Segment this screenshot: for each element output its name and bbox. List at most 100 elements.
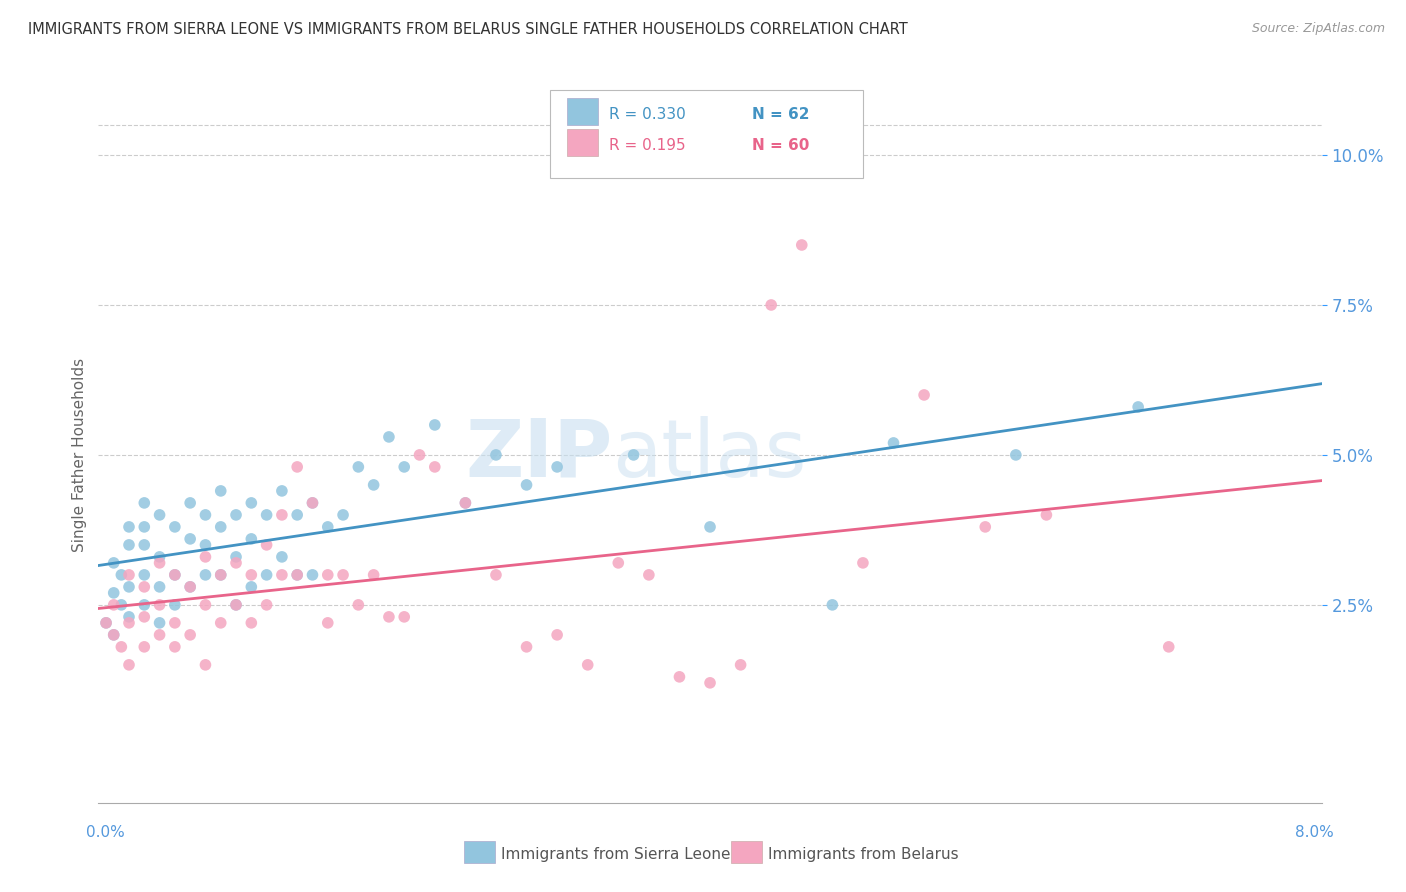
Text: ZIP: ZIP [465,416,612,494]
Point [118,615,141,630]
Point [316,520,339,534]
Point [301,496,323,510]
Point [883,436,905,450]
Point [256,538,278,552]
Point [285,567,308,582]
Point [118,567,141,582]
Point [1035,508,1057,522]
Point [225,598,247,612]
Point [730,657,752,672]
Point [363,567,385,582]
Point [637,567,661,582]
Point [179,628,201,642]
Point [209,520,232,534]
Point [408,448,430,462]
Point [759,298,782,312]
Point [240,615,263,630]
Point [149,508,172,522]
Point [485,448,508,462]
Text: N = 62: N = 62 [752,107,810,122]
Point [576,657,599,672]
Point [546,628,568,642]
Point [209,567,232,582]
Point [821,598,844,612]
Point [194,657,217,672]
Point [623,448,645,462]
Point [225,598,247,612]
Point [149,580,172,594]
Point [423,459,446,474]
Point [1004,448,1026,462]
Point [110,567,132,582]
Point [194,508,217,522]
Point [194,598,217,612]
Y-axis label: Single Father Households: Single Father Households [72,358,87,552]
Point [240,532,263,546]
Point [149,549,172,564]
Point [1128,400,1150,414]
Point [179,532,201,546]
Point [285,567,308,582]
Point [270,508,294,522]
Point [699,520,721,534]
Point [110,640,132,654]
Point [118,610,141,624]
Point [134,580,156,594]
Point [852,556,875,570]
Point [209,567,232,582]
Point [285,508,308,522]
Point [1157,640,1180,654]
Point [423,417,446,432]
Point [134,567,156,582]
Point [668,670,690,684]
Text: atlas: atlas [612,416,807,494]
Point [378,610,401,624]
Point [301,567,323,582]
Point [256,567,278,582]
Point [454,496,477,510]
Point [270,567,294,582]
Point [392,610,416,624]
Point [134,610,156,624]
Point [163,567,186,582]
Point [454,496,477,510]
Point [118,538,141,552]
Point [163,567,186,582]
Point [103,586,125,600]
Point [163,615,186,630]
Point [179,496,201,510]
Point [790,238,813,252]
Point [240,496,263,510]
Point [332,567,354,582]
Point [163,598,186,612]
Point [316,615,339,630]
Point [134,538,156,552]
Point [225,508,247,522]
Point [94,615,117,630]
Point [149,628,172,642]
Point [194,567,217,582]
Text: Source: ZipAtlas.com: Source: ZipAtlas.com [1251,22,1385,36]
Point [134,496,156,510]
Point [194,538,217,552]
Point [134,520,156,534]
Point [392,459,416,474]
Point [134,640,156,654]
Point [270,483,294,498]
Point [209,615,232,630]
Point [699,676,721,690]
Point [516,640,538,654]
Point [103,556,125,570]
Text: Immigrants from Sierra Leone: Immigrants from Sierra Leone [501,847,730,863]
Text: 8.0%: 8.0% [1295,825,1334,840]
Text: Immigrants from Belarus: Immigrants from Belarus [768,847,959,863]
Point [347,459,370,474]
Point [316,567,339,582]
Text: IMMIGRANTS FROM SIERRA LEONE VS IMMIGRANTS FROM BELARUS SINGLE FATHER HOUSEHOLDS: IMMIGRANTS FROM SIERRA LEONE VS IMMIGRAN… [28,22,908,37]
Point [256,508,278,522]
Point [118,580,141,594]
Point [256,598,278,612]
Point [149,615,172,630]
Text: R = 0.195: R = 0.195 [609,138,685,153]
Point [912,388,935,402]
